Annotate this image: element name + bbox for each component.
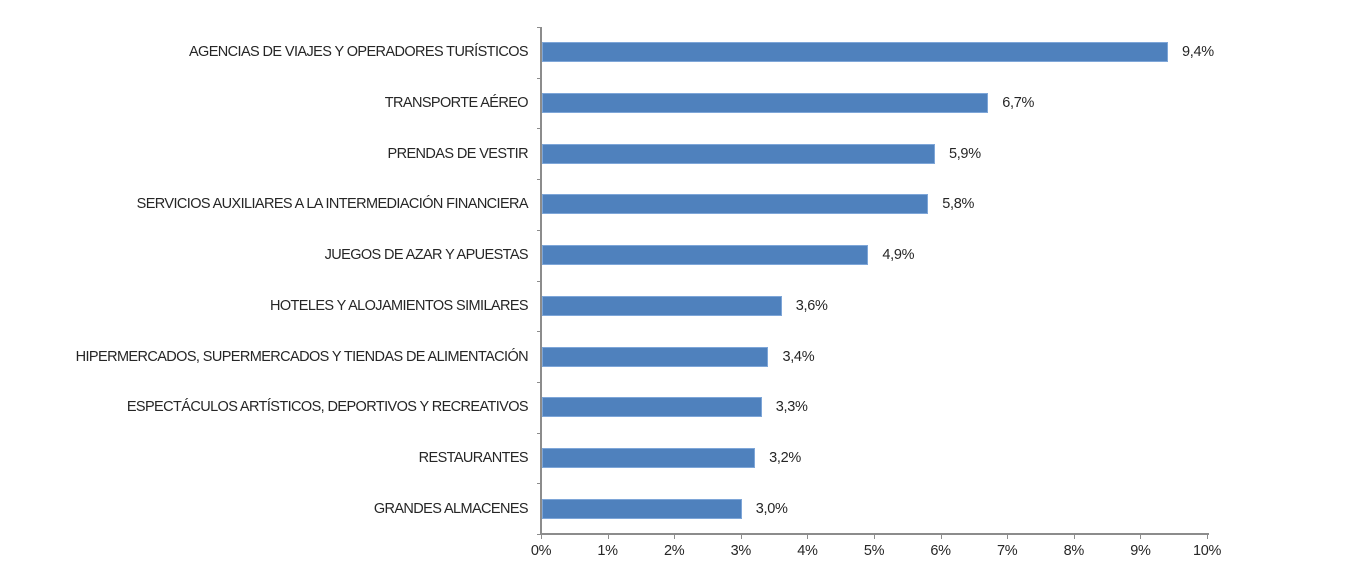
x-axis-tick-label: 10%	[1192, 543, 1222, 559]
x-axis-tick	[1073, 533, 1075, 539]
bar	[542, 397, 762, 418]
y-axis-tick	[537, 280, 541, 282]
x-axis-tick	[1207, 533, 1208, 539]
bar	[542, 346, 769, 367]
value-label: 3,4%	[782, 348, 815, 365]
value-label: 3,0%	[755, 500, 788, 517]
bar	[542, 245, 869, 266]
x-axis-tick	[874, 533, 875, 539]
bar	[542, 447, 756, 468]
category-label: JUEGOS DE AZAR Y APUESTAS	[324, 247, 529, 264]
x-axis-tick	[740, 533, 742, 539]
y-axis-tick	[537, 229, 541, 231]
category-label: RESTAURANTES	[418, 449, 529, 466]
y-axis-tick	[537, 27, 541, 28]
x-axis-tick-label: 2%	[664, 543, 685, 559]
y-axis-tick	[537, 534, 541, 535]
category-label: PRENDAS DE VESTIR	[387, 145, 529, 162]
x-axis-tick-label: 1%	[597, 543, 618, 559]
x-axis-tick	[541, 533, 542, 539]
bar	[542, 42, 1169, 63]
category-label: ESPECTÁCULOS ARTÍSTICOS, DEPORTIVOS Y RE…	[126, 399, 529, 416]
x-axis-tick-label: 5%	[863, 543, 885, 559]
value-label: 3,2%	[769, 449, 801, 466]
y-axis-tick	[537, 179, 541, 181]
bar	[542, 143, 935, 164]
category-label: AGENCIAS DE VIAJES Y OPERADORES TURÍSTIC…	[188, 44, 529, 61]
value-label: 4,9%	[882, 247, 915, 264]
bar	[542, 295, 782, 316]
x-axis-tick-label: 7%	[997, 543, 1018, 559]
x-axis-tick	[940, 533, 942, 539]
bar	[542, 93, 989, 114]
y-axis-tick	[537, 128, 541, 130]
y-axis-tick	[537, 77, 541, 79]
x-axis-tick-label: 4%	[797, 543, 818, 559]
value-label: 9,4%	[1182, 44, 1214, 61]
x-axis-tick-label: 0%	[530, 543, 552, 559]
bar	[542, 498, 742, 519]
value-label: 3,6%	[795, 297, 828, 314]
x-axis-tick	[674, 533, 676, 539]
bar	[542, 194, 929, 215]
y-axis-tick	[537, 432, 541, 434]
category-label: SERVICIOS AUXILIARES A LA INTERMEDIACIÓN…	[136, 196, 529, 213]
value-label: 5,8%	[942, 196, 975, 213]
x-axis-tick-label: 8%	[1063, 543, 1085, 559]
category-label: HOTELES Y ALOJAMIENTOS SIMILARES	[269, 297, 529, 314]
y-axis-tick	[537, 331, 541, 333]
x-axis-tick-label: 3%	[730, 543, 752, 559]
category-label: HIPERMERCADOS, SUPERMERCADOS Y TIENDAS D…	[75, 348, 529, 365]
x-axis-tick	[1140, 533, 1142, 539]
value-label: 6,7%	[1002, 95, 1035, 112]
category-label: TRANSPORTE AÉREO	[384, 95, 529, 112]
value-label: 5,9%	[948, 145, 981, 162]
x-axis-tick	[607, 533, 609, 539]
y-axis-tick	[537, 381, 541, 383]
category-label: GRANDES ALMACENES	[373, 500, 529, 517]
value-label: 3,3%	[775, 399, 808, 416]
x-axis-tick-label: 6%	[930, 543, 951, 559]
y-axis	[540, 27, 542, 535]
x-axis-tick	[1007, 533, 1009, 539]
y-axis-tick	[537, 483, 541, 485]
x-axis-tick	[807, 533, 809, 539]
x-axis-tick-label: 9%	[1130, 543, 1151, 559]
